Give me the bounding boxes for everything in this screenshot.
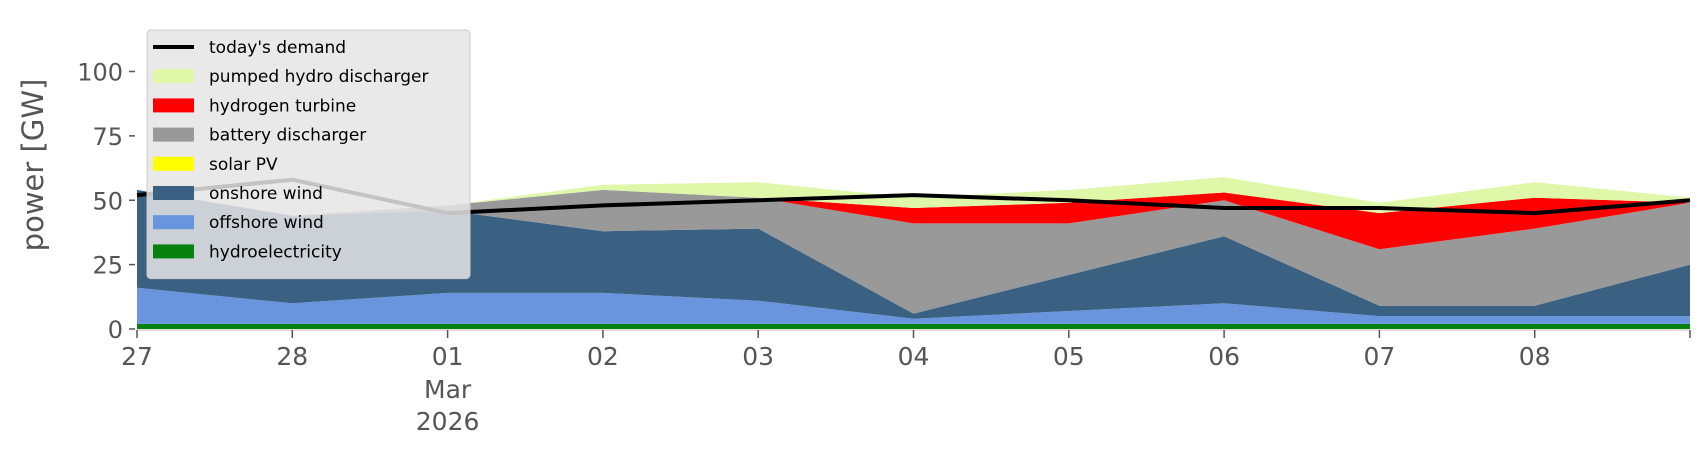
y-tick-label: 75 xyxy=(92,123,123,151)
legend-label: today's demand xyxy=(209,38,346,58)
y-tick-label: 50 xyxy=(92,187,123,215)
legend-swatch xyxy=(153,244,194,259)
x-tick-label: 07 xyxy=(1363,342,1395,371)
x-tick-label: 08 xyxy=(1519,342,1551,371)
x-tick-label: 02 xyxy=(587,342,619,371)
legend-swatch xyxy=(153,127,194,142)
x-tick-sublabel: 2026 xyxy=(416,407,480,436)
legend-label: onshore wind xyxy=(209,184,323,204)
x-tick-label: 03 xyxy=(742,342,774,371)
x-tick-label: 28 xyxy=(276,342,308,371)
legend-label: offshore wind xyxy=(209,213,324,233)
legend-swatch xyxy=(153,156,194,171)
area-pumped-hydro-discharger xyxy=(137,177,1690,216)
legend-swatch xyxy=(153,98,194,113)
area-hydrogen-turbine xyxy=(137,189,1690,250)
y-tick-label: 100 xyxy=(77,59,123,87)
x-tick-sublabel: Mar xyxy=(424,375,472,404)
area-battery-discharger xyxy=(137,189,1690,314)
legend-swatch xyxy=(153,186,194,200)
legend: today's demand pumped hydro discharger hyd… xyxy=(146,29,471,280)
y-axis-label: power [GW] xyxy=(16,79,50,252)
legend-label: pumped hydro discharger xyxy=(209,67,428,87)
y-tick-label: 0 xyxy=(108,316,123,344)
legend-swatch xyxy=(153,69,194,84)
x-tick-label: 27 xyxy=(121,342,153,371)
legend-label: hydroelectricity xyxy=(209,242,342,262)
x-tick-label: 05 xyxy=(1053,342,1085,371)
area-onshore-wind xyxy=(137,189,1690,319)
x-tick-label: 01 xyxy=(432,342,464,371)
legend-box xyxy=(146,29,471,280)
axes: 0 25 50 75 100 27 28 01 Mar 2026 02 03 04 05 06 07 08 xyxy=(77,59,1691,436)
x-tick-label: 04 xyxy=(898,342,930,371)
area-hydroelectricity xyxy=(137,323,1690,329)
area-offshore-wind xyxy=(137,287,1690,324)
legend-swatch xyxy=(153,215,194,230)
stacked-areas xyxy=(137,177,1690,329)
legend-label: hydrogen turbine xyxy=(209,96,356,116)
legend-label: battery discharger xyxy=(209,126,366,146)
y-tick-label: 25 xyxy=(92,252,123,280)
x-tick-label: 06 xyxy=(1208,342,1240,371)
legend-label: solar PV xyxy=(209,155,278,175)
